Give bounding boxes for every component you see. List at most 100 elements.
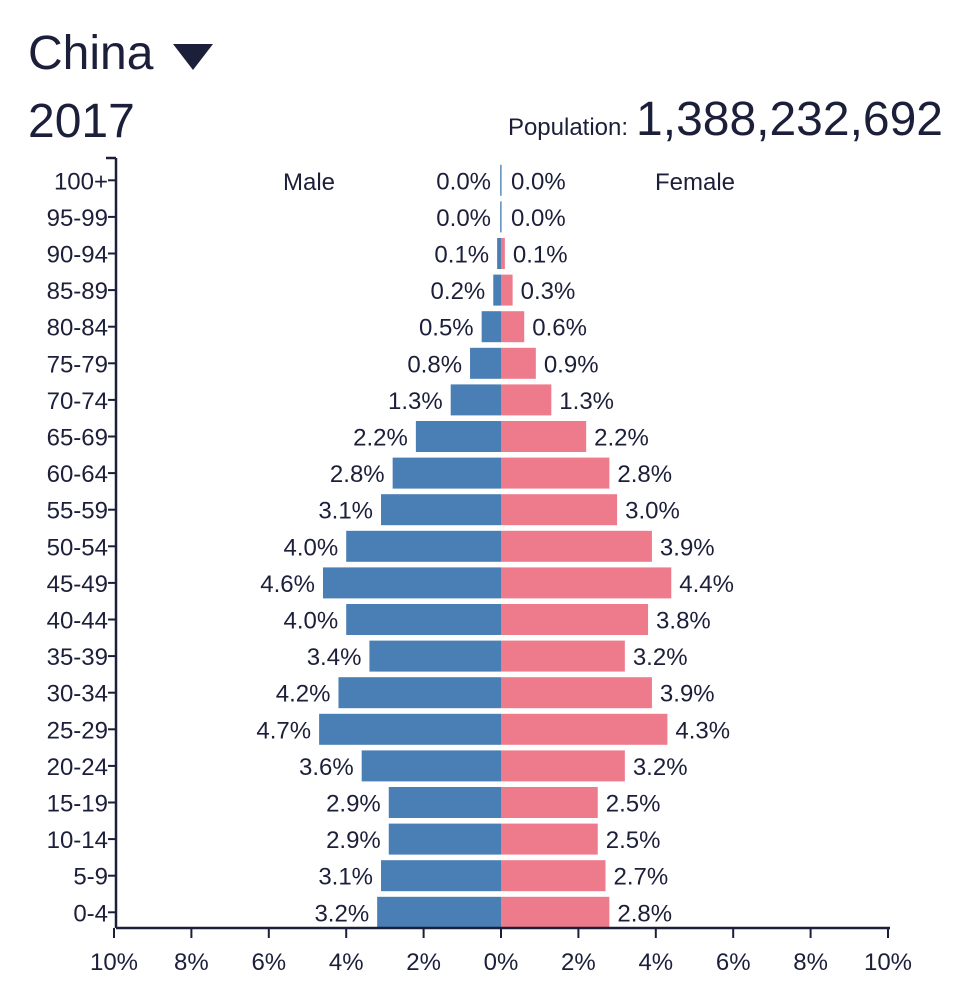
female-value-label: 3.8% [656, 608, 711, 635]
age-group-label: 25-29 [47, 717, 108, 744]
male-bar[interactable] [481, 311, 501, 343]
male-bar[interactable] [322, 567, 501, 599]
male-bar[interactable] [346, 604, 501, 635]
x-tick-label: 0% [484, 949, 519, 976]
year-label: 2017 [28, 95, 135, 148]
age-group-label: 100+ [54, 168, 108, 195]
female-bar[interactable] [501, 494, 618, 526]
female-bar[interactable] [501, 201, 502, 233]
female-bar[interactable] [501, 274, 513, 306]
x-tick-label: 4% [638, 949, 673, 976]
male-bar[interactable] [381, 860, 501, 892]
male-bar[interactable] [319, 713, 501, 745]
male-bar[interactable] [338, 677, 501, 709]
male-bar[interactable] [470, 347, 501, 379]
female-value-label: 0.6% [532, 315, 587, 342]
male-bar[interactable] [381, 494, 501, 526]
age-group-label: 45-49 [47, 571, 108, 598]
male-value-label: 0.5% [419, 315, 474, 342]
female-value-label: 2.8% [617, 461, 672, 488]
dropdown-caret-icon[interactable] [173, 44, 214, 70]
male-value-label: 3.1% [318, 498, 373, 525]
female-value-label: 3.2% [633, 754, 688, 781]
male-bar[interactable] [500, 164, 501, 196]
female-bar[interactable] [501, 567, 672, 599]
female-bar[interactable] [501, 604, 649, 635]
female-bar[interactable] [501, 860, 606, 892]
female-bar[interactable] [501, 164, 502, 196]
male-bar[interactable] [493, 274, 501, 306]
female-bar[interactable] [501, 640, 625, 672]
x-tick-label: 4% [329, 949, 364, 976]
female-bar[interactable] [501, 713, 668, 745]
male-bar[interactable] [497, 238, 501, 269]
male-value-label: 4.0% [283, 534, 338, 561]
age-group-label: 80-84 [47, 315, 108, 342]
male-bar[interactable] [361, 750, 501, 782]
age-group-label: 10-14 [47, 827, 108, 854]
age-group-label: 5-9 [73, 864, 108, 891]
male-bar[interactable] [415, 421, 501, 452]
female-value-label: 2.5% [606, 827, 661, 854]
male-bar[interactable] [450, 384, 501, 416]
female-bar[interactable] [501, 311, 525, 343]
age-group-label: 70-74 [47, 388, 108, 415]
male-value-label: 3.2% [314, 900, 369, 927]
female-value-label: 0.3% [521, 278, 576, 305]
male-bar[interactable] [346, 530, 501, 562]
female-value-label: 4.4% [679, 571, 734, 598]
male-value-label: 2.9% [326, 791, 381, 818]
male-bar[interactable] [500, 201, 501, 233]
female-bar[interactable] [501, 347, 536, 379]
female-value-label: 3.0% [625, 498, 680, 525]
female-bar[interactable] [501, 384, 552, 416]
female-bar[interactable] [501, 457, 610, 489]
female-bar[interactable] [501, 823, 598, 855]
x-tick-label: 10% [864, 949, 912, 976]
country-selector[interactable]: China [28, 24, 214, 84]
male-value-label: 0.2% [431, 278, 486, 305]
male-value-label: 0.1% [434, 242, 489, 269]
age-group-label: 75-79 [47, 351, 108, 378]
male-value-label: 4.7% [256, 717, 311, 744]
x-tick-label: 6% [251, 949, 286, 976]
x-tick-label: 2% [406, 949, 441, 976]
x-tick-label: 8% [793, 949, 828, 976]
male-bar[interactable] [388, 787, 501, 818]
female-value-label: 0.0% [511, 205, 566, 232]
male-value-label: 1.3% [388, 388, 443, 415]
female-value-label: 3.2% [633, 644, 688, 671]
male-bar[interactable] [377, 896, 501, 928]
age-group-label: 55-59 [47, 498, 108, 525]
age-group-label: 95-99 [47, 205, 108, 232]
male-value-label: 2.9% [326, 827, 381, 854]
female-value-label: 3.9% [660, 534, 715, 561]
population-value: 1,388,232,692 [636, 93, 943, 146]
female-bar[interactable] [501, 787, 598, 818]
female-bar[interactable] [501, 530, 652, 562]
female-bar[interactable] [501, 238, 505, 269]
age-group-label: 0-4 [73, 900, 108, 927]
age-group-label: 30-34 [47, 681, 108, 708]
population-label: Population: [507, 114, 629, 141]
female-bar[interactable] [501, 750, 625, 782]
female-bar[interactable] [501, 677, 652, 709]
female-value-label: 2.5% [606, 791, 661, 818]
male-bar[interactable] [392, 457, 501, 489]
male-value-label: 3.6% [299, 754, 354, 781]
age-group-label: 65-69 [47, 425, 108, 452]
age-group-label: 20-24 [47, 754, 108, 781]
female-value-label: 2.8% [617, 900, 672, 927]
legend-male-label: Male [283, 169, 335, 196]
age-group-label: 60-64 [47, 461, 108, 488]
male-bar[interactable] [369, 640, 501, 672]
female-bar[interactable] [501, 896, 610, 928]
male-value-label: 0.8% [407, 351, 462, 378]
legend-female-label: Female [655, 169, 735, 196]
male-bar[interactable] [388, 823, 501, 855]
x-tick-label: 6% [716, 949, 751, 976]
x-tick-label: 8% [174, 949, 209, 976]
female-bar[interactable] [501, 421, 587, 452]
female-value-label: 3.9% [660, 681, 715, 708]
